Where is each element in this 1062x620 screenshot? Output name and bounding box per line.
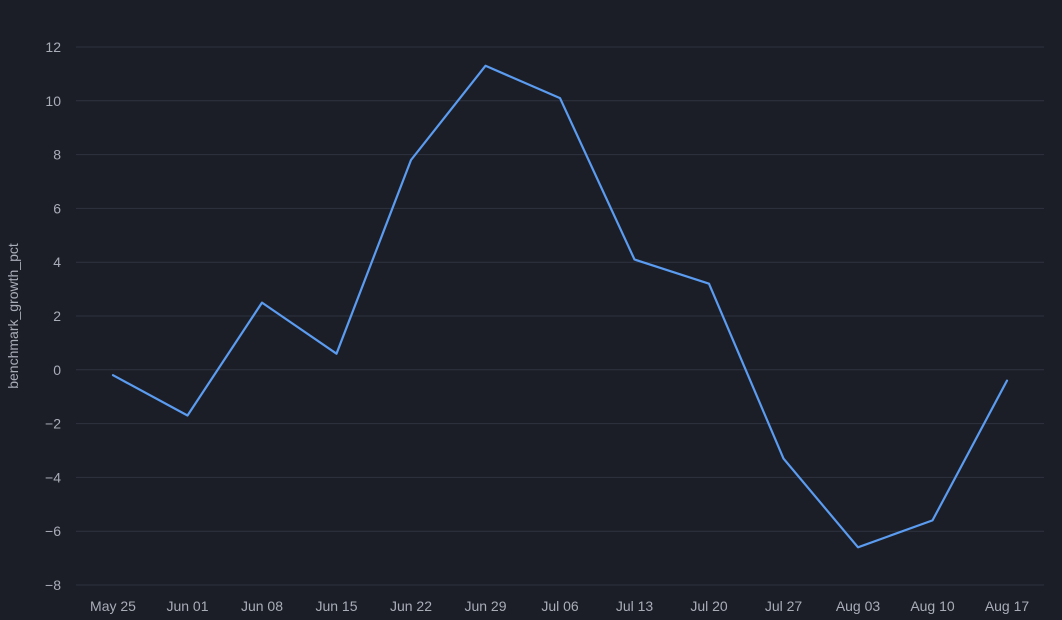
y-tick-label: 10 xyxy=(45,93,61,109)
x-tick-label: Jul 27 xyxy=(765,598,803,614)
y-tick-label: −4 xyxy=(45,469,61,485)
x-tick-label: Aug 17 xyxy=(985,598,1030,614)
y-tick-label: 2 xyxy=(53,308,61,324)
x-tick-label: Jun 15 xyxy=(315,598,357,614)
y-tick-label: −6 xyxy=(45,523,61,539)
y-axis-label: benchmark_growth_pct xyxy=(5,243,21,389)
x-tick-label: Jun 29 xyxy=(464,598,506,614)
x-tick-label: Aug 03 xyxy=(836,598,881,614)
x-tick-label: Jul 20 xyxy=(690,598,728,614)
y-tick-label: 12 xyxy=(45,39,61,55)
y-tick-label: −8 xyxy=(45,577,61,593)
x-tick-label: Jul 13 xyxy=(616,598,654,614)
y-tick-label: 6 xyxy=(53,200,61,216)
x-tick-label: May 25 xyxy=(90,598,136,614)
x-tick-label: Jun 22 xyxy=(390,598,432,614)
x-tick-label: Aug 10 xyxy=(910,598,955,614)
y-tick-labels: −8 −6 −4 −2 0 2 4 6 8 10 12 xyxy=(45,39,61,593)
series-layer xyxy=(111,64,1009,549)
series-line xyxy=(111,64,1009,549)
y-tick-label: 4 xyxy=(53,254,61,270)
grid xyxy=(76,46,1044,586)
y-tick-label: 8 xyxy=(53,147,61,163)
x-tick-labels: May 25 Jun 01 Jun 08 Jun 15 Jun 22 Jun 29 Jul … xyxy=(90,598,1029,614)
x-tick-label: Jun 01 xyxy=(166,598,208,614)
y-tick-label: −2 xyxy=(45,416,61,432)
x-tick-label: Jul 06 xyxy=(541,598,579,614)
y-tick-label: 0 xyxy=(53,362,61,378)
x-tick-label: Jun 08 xyxy=(241,598,283,614)
